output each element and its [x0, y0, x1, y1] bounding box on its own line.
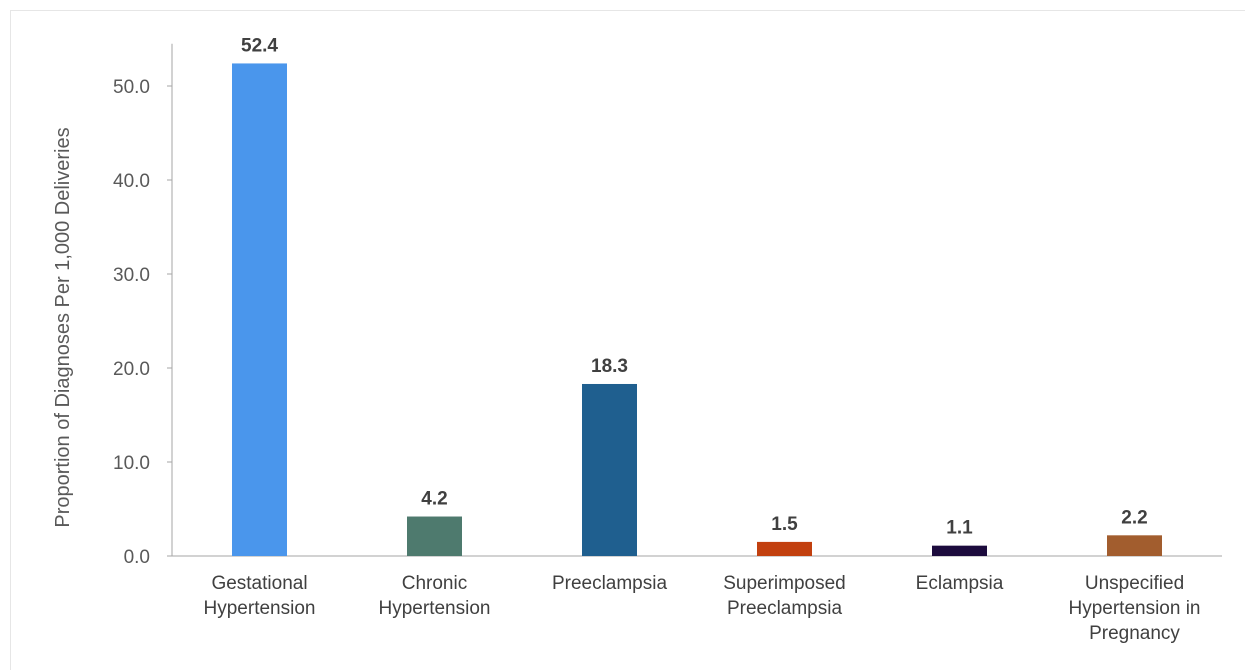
bar [932, 545, 987, 556]
category-label-line: Preeclampsia [727, 598, 843, 619]
y-tick-label: 40.0 [113, 171, 150, 192]
bar [407, 516, 462, 556]
data-label: 1.5 [771, 514, 798, 535]
y-tick-label: 10.0 [113, 453, 150, 474]
category-labels: Gestational Hypertension Chronic Hypertensi… [204, 573, 1201, 644]
data-labels: 52.4 4.2 18.3 1.5 1.1 2.2 [241, 35, 1148, 538]
chart-frame [10, 10, 1245, 670]
y-axis: 0.0 10.0 20.0 30.0 40.0 50.0 [113, 43, 173, 568]
category-label-line: Unspecified [1085, 573, 1184, 594]
data-label: 4.2 [421, 489, 447, 510]
category-label-line: Pregnancy [1089, 623, 1180, 644]
category-label-line: Superimposed [723, 573, 846, 594]
category-label-line: Gestational [211, 573, 307, 594]
category-label: Preeclampsia [552, 573, 668, 594]
y-tick-label: 30.0 [113, 265, 150, 286]
bar [232, 63, 287, 556]
y-tick-label: 20.0 [113, 359, 150, 380]
data-label: 1.1 [946, 518, 973, 539]
category-label: Eclampsia [916, 573, 1004, 594]
data-label: 52.4 [241, 35, 278, 56]
bar [757, 541, 812, 556]
bars [232, 63, 1162, 556]
bar [1107, 535, 1162, 556]
category-label-line: Hypertension in [1068, 598, 1200, 619]
y-tick-label: 50.0 [113, 77, 150, 98]
category-label: Chronic Hypertension [379, 573, 491, 619]
data-label: 18.3 [591, 356, 628, 377]
category-label: Unspecified Hypertension in Pregnancy [1068, 573, 1200, 644]
y-tick-label: 0.0 [124, 547, 150, 568]
category-label: Gestational Hypertension [204, 573, 316, 619]
category-label-line: Chronic [402, 573, 467, 594]
category-label-line: Eclampsia [916, 573, 1004, 594]
data-label: 2.2 [1121, 507, 1147, 528]
y-axis-title: Proportion of Diagnoses Per 1,000 Delive… [52, 127, 74, 527]
bar [582, 383, 637, 556]
category-label-line: Hypertension [204, 598, 316, 619]
category-label-line: Hypertension [379, 598, 491, 619]
category-label-line: Preeclampsia [552, 573, 668, 594]
category-label: Superimposed Preeclampsia [723, 573, 846, 619]
